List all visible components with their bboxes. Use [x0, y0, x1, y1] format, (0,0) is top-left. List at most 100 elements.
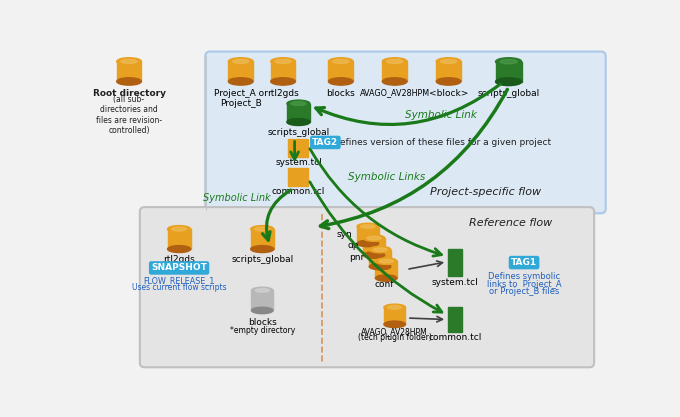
Text: FLOW_RELEASE_1: FLOW_RELEASE_1: [143, 276, 215, 285]
Bar: [448, 307, 462, 332]
Text: Defines version of these files for a given project: Defines version of these files for a giv…: [333, 138, 551, 147]
Text: <block>: <block>: [429, 88, 469, 98]
Ellipse shape: [373, 248, 387, 251]
Ellipse shape: [271, 78, 295, 85]
Bar: [228, 61, 253, 81]
Ellipse shape: [255, 227, 270, 231]
Text: rtl2gds: rtl2gds: [163, 255, 195, 264]
Ellipse shape: [121, 59, 137, 63]
Text: common.tcl: common.tcl: [272, 187, 325, 196]
Ellipse shape: [361, 225, 375, 228]
Ellipse shape: [228, 78, 253, 85]
Text: AVAGO_AV28HPM: AVAGO_AV28HPM: [360, 88, 430, 98]
Text: system.tcl: system.tcl: [275, 158, 322, 167]
Bar: [448, 249, 462, 276]
Ellipse shape: [252, 307, 273, 314]
Text: rtl2gds: rtl2gds: [267, 88, 299, 98]
Ellipse shape: [384, 304, 405, 311]
Text: dp: dp: [347, 241, 358, 250]
Text: scripts_global: scripts_global: [477, 88, 540, 98]
Ellipse shape: [379, 259, 393, 263]
Bar: [288, 138, 309, 157]
Ellipse shape: [271, 58, 295, 65]
Ellipse shape: [382, 58, 407, 65]
Ellipse shape: [287, 100, 310, 107]
Text: or Project_B files: or Project_B files: [489, 287, 559, 296]
Ellipse shape: [496, 78, 522, 85]
Ellipse shape: [167, 226, 190, 233]
Bar: [167, 229, 190, 249]
Text: links to  Project_A: links to Project_A: [487, 279, 562, 289]
Ellipse shape: [291, 102, 306, 106]
Ellipse shape: [437, 58, 461, 65]
Text: scripts_global: scripts_global: [231, 255, 293, 264]
Ellipse shape: [275, 59, 291, 63]
Bar: [375, 261, 397, 278]
Text: Symbolic Link: Symbolic Link: [203, 193, 271, 203]
Ellipse shape: [382, 78, 407, 85]
Text: Project_A or
Project_B: Project_A or Project_B: [214, 88, 268, 108]
Ellipse shape: [328, 58, 353, 65]
Text: Reference flow: Reference flow: [469, 218, 553, 228]
Ellipse shape: [252, 287, 273, 294]
Ellipse shape: [363, 252, 385, 258]
Text: (all sub-
directories and
files are revision-
controlled): (all sub- directories and files are revi…: [96, 95, 162, 135]
Text: Root directory: Root directory: [92, 88, 165, 98]
Ellipse shape: [333, 59, 349, 63]
Ellipse shape: [167, 246, 190, 253]
Ellipse shape: [251, 246, 274, 253]
Ellipse shape: [437, 78, 461, 85]
Text: blocks: blocks: [248, 318, 277, 327]
Ellipse shape: [496, 58, 522, 65]
Ellipse shape: [171, 227, 186, 231]
Bar: [369, 250, 391, 266]
FancyBboxPatch shape: [140, 207, 594, 367]
Ellipse shape: [363, 235, 385, 241]
Ellipse shape: [375, 275, 397, 281]
Ellipse shape: [228, 58, 253, 65]
Bar: [251, 229, 274, 249]
Text: Project-specific flow: Project-specific flow: [430, 188, 541, 198]
Ellipse shape: [387, 59, 403, 63]
Ellipse shape: [441, 59, 456, 63]
Text: Defines symbolic: Defines symbolic: [488, 272, 560, 281]
Bar: [363, 238, 385, 255]
Ellipse shape: [384, 321, 405, 327]
Text: common.tcl: common.tcl: [428, 334, 481, 342]
Ellipse shape: [367, 236, 381, 240]
Ellipse shape: [388, 306, 402, 309]
Text: conf: conf: [375, 279, 394, 289]
Bar: [117, 61, 141, 81]
Bar: [252, 290, 273, 310]
Ellipse shape: [369, 246, 391, 253]
FancyBboxPatch shape: [205, 52, 606, 213]
Text: TAG1: TAG1: [511, 258, 537, 267]
Bar: [496, 62, 522, 82]
Text: SNAPSHOT: SNAPSHOT: [151, 264, 207, 272]
Ellipse shape: [375, 258, 397, 264]
Ellipse shape: [328, 78, 353, 85]
Bar: [288, 168, 309, 186]
Bar: [357, 226, 379, 244]
Text: *empty directory: *empty directory: [230, 326, 295, 335]
Ellipse shape: [357, 240, 379, 247]
Text: syn: syn: [337, 230, 352, 239]
Ellipse shape: [357, 223, 379, 230]
Text: Symbolic Link: Symbolic Link: [405, 111, 477, 121]
Ellipse shape: [287, 118, 310, 126]
Ellipse shape: [233, 59, 249, 63]
Text: pnr: pnr: [350, 253, 364, 262]
Text: Symbolic Links: Symbolic Links: [348, 172, 426, 182]
Text: Uses current flow scripts: Uses current flow scripts: [132, 283, 226, 291]
Ellipse shape: [117, 58, 141, 65]
Ellipse shape: [117, 78, 141, 85]
Ellipse shape: [255, 289, 269, 292]
Bar: [437, 61, 461, 81]
Text: system.tcl: system.tcl: [431, 278, 478, 287]
Text: (tech plugin folder): (tech plugin folder): [358, 334, 432, 342]
Text: TAG2: TAG2: [312, 138, 339, 147]
Text: blocks: blocks: [326, 88, 355, 98]
Bar: [287, 103, 310, 122]
Text: AVAGO_AV28HPM: AVAGO_AV28HPM: [361, 327, 428, 336]
Bar: [382, 61, 407, 81]
